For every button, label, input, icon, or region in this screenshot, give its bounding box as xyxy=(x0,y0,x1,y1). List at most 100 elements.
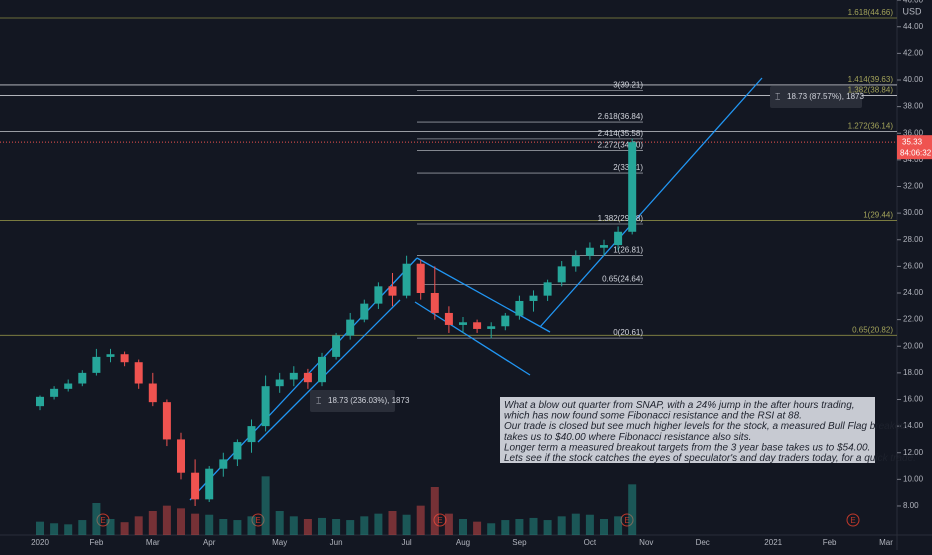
candle-body xyxy=(557,266,566,283)
candle-body xyxy=(36,396,44,407)
candle-body xyxy=(261,386,270,427)
candle-body xyxy=(543,282,552,296)
candle-body xyxy=(148,383,157,403)
candle-body xyxy=(571,255,580,267)
candle-body xyxy=(191,472,200,500)
volume-bar xyxy=(402,514,411,535)
currency: USD xyxy=(902,6,922,16)
measure-icon: ⌶ xyxy=(316,395,321,405)
volume-bar xyxy=(501,520,510,535)
y-tick-label: 16.00 xyxy=(903,395,924,404)
candle-body xyxy=(120,354,129,363)
fib-label: 2.272(34.70) xyxy=(598,141,644,150)
y-tick-label: 12.00 xyxy=(903,448,924,457)
measure-box xyxy=(770,86,862,108)
fib-label: 1.414(39.63) xyxy=(848,75,894,84)
y-tick-label: 10.00 xyxy=(903,474,924,483)
volume-bar xyxy=(332,519,341,535)
candle-body xyxy=(134,362,143,384)
candle-body xyxy=(585,247,594,256)
x-tick-label: May xyxy=(272,538,287,547)
candle-body xyxy=(233,442,242,460)
y-tick-label: 26.00 xyxy=(903,261,924,270)
x-tick-label: Feb xyxy=(90,538,104,547)
volume-bar xyxy=(177,508,185,535)
volume-bar xyxy=(614,516,623,535)
fib-label: 1.382(29.18) xyxy=(598,214,644,223)
last-price-box xyxy=(897,135,932,160)
y-tick-label: 38.00 xyxy=(903,102,924,111)
x-tick-label: Aug xyxy=(456,538,470,547)
note-box xyxy=(500,397,875,463)
candle-body xyxy=(78,372,87,384)
volume-bar xyxy=(134,516,143,535)
x-tick-label: Mar xyxy=(879,538,893,547)
volume-bar xyxy=(275,511,284,535)
y-tick-label: 36.00 xyxy=(903,128,924,137)
fib-label: 1(29.44) xyxy=(863,211,893,220)
last-price-label: 35.33 xyxy=(902,137,923,146)
earnings-e: E xyxy=(624,516,629,525)
volume-bar xyxy=(247,516,256,535)
volume-bar xyxy=(388,511,397,535)
x-tick-label: Nov xyxy=(639,538,653,547)
earnings-e: E xyxy=(850,516,855,525)
x-tick-label: Sep xyxy=(512,538,527,547)
measure-text: 18.73 (87.57%), 1873 xyxy=(787,92,864,101)
candle-body xyxy=(177,439,185,473)
y-tick-label: 20.00 xyxy=(903,341,924,350)
candle-body xyxy=(346,319,355,336)
volume-bar xyxy=(374,513,383,535)
candle-body xyxy=(388,286,397,296)
measure-text: 18.73 (236.03%), 1873 xyxy=(328,396,410,405)
candle-body xyxy=(332,335,341,357)
candle-body xyxy=(303,372,312,383)
fib-label: 1(26.81) xyxy=(613,246,643,255)
note-line: Our trade is closed but see much higher … xyxy=(504,421,910,432)
candle-body xyxy=(247,426,256,443)
note-line: takes us to $40.00 where Fibonacci resis… xyxy=(504,432,751,443)
volume-bar xyxy=(529,517,538,535)
candle-body xyxy=(529,295,538,301)
volume-bar xyxy=(148,511,157,535)
countdown: 84:06:32 xyxy=(900,148,932,157)
earnings-e: E xyxy=(437,516,442,525)
earnings-e: E xyxy=(100,516,105,525)
candle-body xyxy=(219,459,228,469)
volume-bar xyxy=(64,524,73,535)
y-tick-label: 44.00 xyxy=(903,22,924,31)
note-line: Longer term a measured breakout targets … xyxy=(504,442,870,453)
volume-bar xyxy=(50,523,59,535)
volume-bar xyxy=(444,513,453,535)
y-tick-label: 40.00 xyxy=(903,75,924,84)
candle-body xyxy=(628,142,637,232)
volume-bar xyxy=(303,519,312,535)
fib-label: 0.65(20.82) xyxy=(852,325,893,334)
candle-body xyxy=(275,379,284,387)
fib-label: 2.618(36.84) xyxy=(598,112,644,121)
volume-bar xyxy=(416,505,425,535)
volume-bar xyxy=(557,516,566,535)
note-line: Lets see if the stock catches the eyes o… xyxy=(504,453,916,464)
earnings-e: E xyxy=(255,516,260,525)
y-tick-label: 32.00 xyxy=(903,182,924,191)
candle-body xyxy=(289,372,298,380)
x-tick-label: Oct xyxy=(584,538,597,547)
volume-bar xyxy=(346,520,355,535)
candle-body xyxy=(600,245,608,248)
earnings-markers: E E E E E xyxy=(96,513,860,527)
candle-body xyxy=(614,231,623,246)
candle-body xyxy=(360,303,369,320)
candle-body xyxy=(106,354,115,357)
candle-body xyxy=(515,300,524,316)
volume-bar xyxy=(36,521,44,535)
y-tick-label: 42.00 xyxy=(903,48,924,57)
candle-body xyxy=(374,286,383,304)
volume-bar xyxy=(162,505,171,535)
candle-body xyxy=(92,356,101,373)
volume-bar xyxy=(430,487,439,535)
y-tick-label: 30.00 xyxy=(903,208,924,217)
candle-body xyxy=(402,263,411,296)
y-tick-label: 24.00 xyxy=(903,288,924,297)
